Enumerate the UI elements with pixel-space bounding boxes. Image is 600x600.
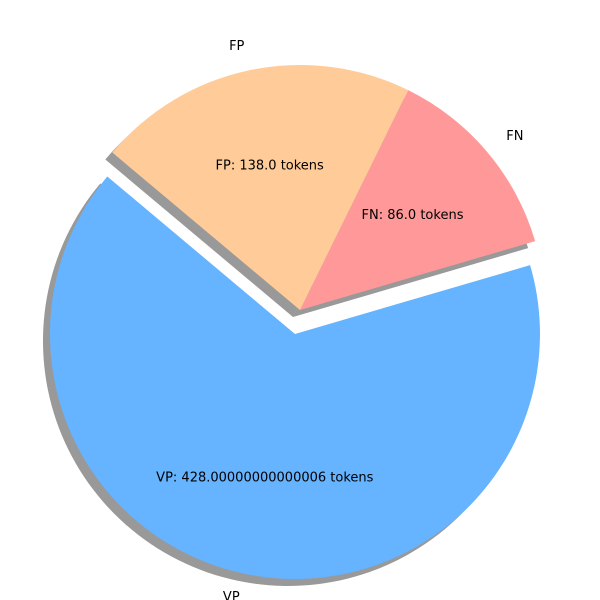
pie-labels: VP VP: 428.00000000000006 tokens FN FN: 86.… (156, 39, 523, 600)
slice-value-label-fp: FP: 138.0 tokens (216, 159, 325, 174)
slice-value-label-fn: FN: 86.0 tokens (362, 208, 464, 223)
slice-value-label-vp: VP: 428.00000000000006 tokens (156, 470, 373, 485)
slice-label-fn: FN (506, 129, 523, 144)
pie-slices (49, 64, 540, 579)
pie-slice-fp (112, 64, 409, 311)
slice-label-vp: VP (223, 590, 240, 600)
pie-slice-fn (300, 90, 536, 310)
slice-label-fp: FP (229, 39, 244, 54)
pie-slice-vp (49, 176, 540, 579)
